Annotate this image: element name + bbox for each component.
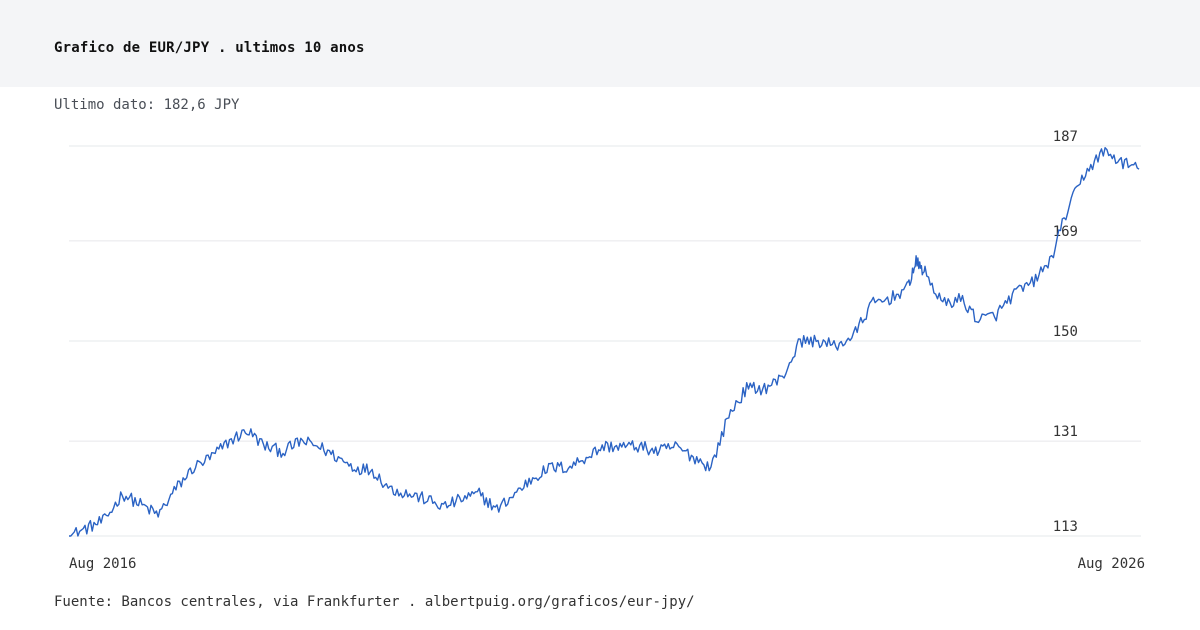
source-footer: Fuente: Bancos centrales, via Frankfurte… [54,594,695,610]
series-layer [69,147,1140,537]
y-tick-label: 150 [1053,324,1078,340]
last-value-text: Ultimo dato: 182,6 JPY [54,97,240,113]
y-tick-label: 169 [1053,224,1078,240]
x-axis-ticks: Aug 2016 Aug 2026 [69,556,1145,572]
header-bar [0,0,1200,87]
gridlines [69,145,1141,537]
series-line-eur-jpy [69,147,1140,537]
x-tick-label: Aug 2016 [69,556,136,572]
y-axis-ticks: 113 131 150 169 187 [1053,129,1078,535]
y-tick-label: 113 [1053,519,1078,535]
x-tick-label: Aug 2026 [1078,556,1145,572]
y-tick-label: 131 [1053,424,1078,440]
y-tick-label: 187 [1053,129,1078,145]
page-title: Grafico de EUR/JPY . ultimos 10 anos [54,40,365,56]
